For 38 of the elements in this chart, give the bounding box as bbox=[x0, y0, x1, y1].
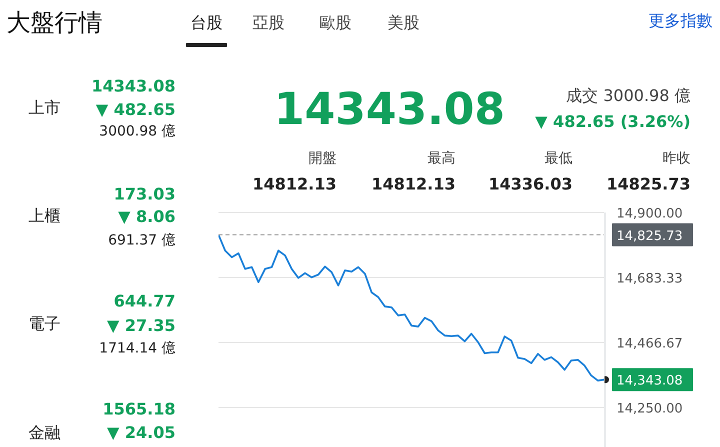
text: ▼ 482.65 bbox=[96, 100, 176, 119]
text: 14336.03 bbox=[488, 174, 573, 194]
text: 金融 bbox=[28, 423, 60, 442]
text: 最高 bbox=[428, 150, 456, 166]
text: 691.37 億 bbox=[108, 232, 176, 248]
text: 上櫃 bbox=[28, 206, 60, 225]
text: ▼ 482.65 (3.26%) bbox=[535, 112, 691, 131]
text: 開盤 bbox=[308, 150, 336, 166]
text: 1565.18 bbox=[102, 400, 176, 418]
text: 644.77 bbox=[114, 292, 176, 310]
text: 成交 3000.98 億 bbox=[566, 86, 691, 105]
text: 3000.98 億 bbox=[99, 124, 176, 140]
text: 最低 bbox=[544, 150, 572, 166]
text: 電子 bbox=[28, 314, 60, 333]
text: 台股 bbox=[190, 13, 222, 32]
text: 14343.08 bbox=[91, 76, 176, 96]
text: 美股 bbox=[388, 13, 420, 32]
text: ▼ 8.06 bbox=[118, 207, 176, 226]
text: 14812.13 bbox=[371, 174, 456, 194]
text: 14,343.08 bbox=[616, 374, 683, 389]
y-tick-label: 14,683.33 bbox=[616, 272, 683, 287]
text: 更多指數 bbox=[648, 11, 712, 30]
text: 上市 bbox=[28, 98, 60, 117]
text: 14812.13 bbox=[252, 174, 337, 194]
y-tick-label: 14,900.00 bbox=[616, 206, 683, 222]
text: 1714.14 億 bbox=[99, 340, 176, 356]
text: 亞股 bbox=[252, 13, 284, 32]
text: 14825.73 bbox=[606, 174, 691, 194]
text: 大盤行情 bbox=[6, 8, 102, 36]
text: 14343.08 bbox=[274, 84, 506, 135]
y-tick-label: 14,250.00 bbox=[616, 402, 683, 417]
text: ▼ 27.35 bbox=[107, 316, 176, 335]
text: ▼ 24.05 bbox=[107, 423, 176, 442]
y-tick-label: 14,466.67 bbox=[616, 336, 683, 352]
text: 173.03 bbox=[114, 184, 176, 204]
text: 歐股 bbox=[320, 13, 352, 32]
ref-line-label: 14,825.73 bbox=[616, 228, 683, 244]
text: 昨收 bbox=[662, 150, 690, 166]
